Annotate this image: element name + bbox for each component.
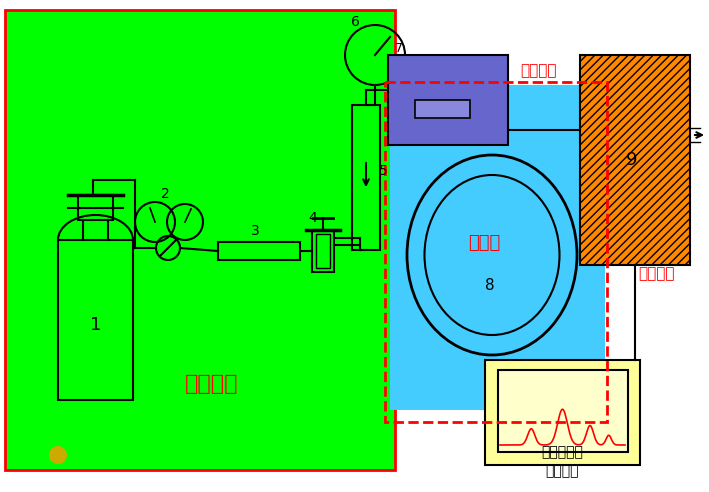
Text: 数据记录与
处理系统: 数据记录与 处理系统 (541, 446, 583, 478)
Bar (78, 195, 113, 220)
Bar (388, 55, 508, 145)
Bar (580, 55, 690, 265)
Text: 5: 5 (379, 164, 387, 178)
Bar (312, 230, 334, 272)
Text: 柱系统: 柱系统 (468, 234, 501, 252)
Text: 7: 7 (395, 42, 403, 55)
Bar (485, 360, 640, 465)
Bar (580, 55, 690, 265)
Text: 8: 8 (485, 278, 495, 293)
Text: 6: 6 (350, 15, 359, 29)
Bar (415, 100, 470, 118)
Text: 检测系统: 检测系统 (638, 266, 674, 281)
Circle shape (49, 446, 67, 464)
Bar (385, 82, 607, 422)
Bar (390, 85, 605, 410)
Text: 2: 2 (161, 187, 169, 201)
Text: 9: 9 (626, 151, 638, 169)
Text: 1: 1 (90, 316, 101, 334)
Bar (498, 370, 628, 452)
Text: 进样系统: 进样系统 (520, 63, 557, 78)
Text: 气路系统: 气路系统 (185, 374, 238, 394)
Bar (218, 242, 300, 260)
Bar (352, 105, 380, 250)
Text: 4: 4 (308, 211, 318, 225)
Bar (5, 10, 395, 470)
Text: 3: 3 (250, 224, 259, 238)
Bar (316, 234, 330, 268)
Bar (58, 240, 133, 400)
